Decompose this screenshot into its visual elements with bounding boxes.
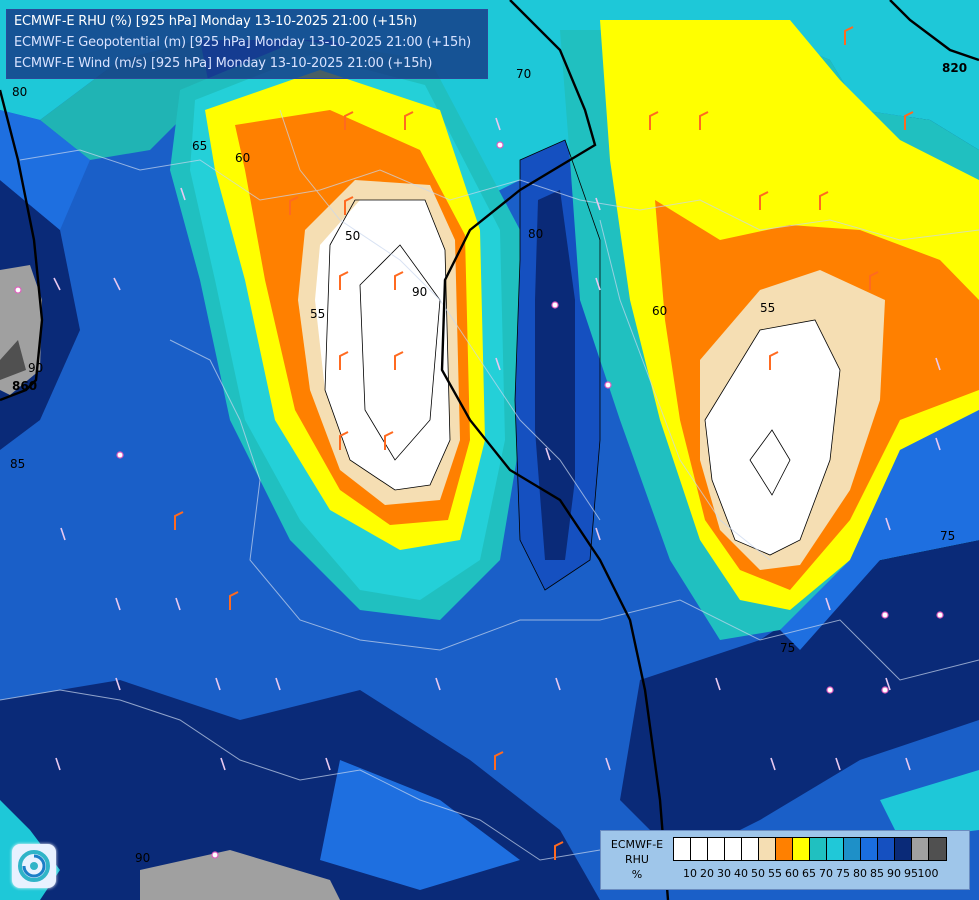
legend-variable: RHU (625, 853, 649, 866)
wind-barbs-orange (174, 26, 914, 860)
legend-tick: 90 (887, 867, 901, 880)
legend-title: ECMWF-E RHU % (605, 837, 669, 882)
legend-swatch (895, 838, 912, 860)
map-title-box: ECMWF-E RHU (%) [925 hPa] Monday 13-10-2… (6, 9, 488, 79)
title-wind: ECMWF-E Wind (m/s) [925 hPa] Monday 13-1… (14, 56, 433, 71)
legend-color-scale (673, 837, 947, 861)
rhu-area-white-east-plume (705, 320, 840, 555)
title-rhu: ECMWF-E RHU (%) [925 hPa] Monday 13-10-2… (14, 14, 417, 29)
legend-tick: 20 (700, 867, 714, 880)
legend-swatch (742, 838, 759, 860)
legend-tick: 10 (683, 867, 697, 880)
legend-tick: 60 (785, 867, 799, 880)
rhu-area-navy-southeast (620, 540, 979, 860)
legend-swatch (878, 838, 895, 860)
legend-tick: 70 (819, 867, 833, 880)
rhu-area-mid-blue-east (780, 410, 979, 650)
legend-swatch (674, 838, 691, 860)
legend-tick: 40 (734, 867, 748, 880)
legend-swatch (759, 838, 776, 860)
legend-swatch (776, 838, 793, 860)
legend-tick: 50 (751, 867, 765, 880)
rhu-area-mid-blue-south (320, 760, 520, 890)
legend-swatch (929, 838, 946, 860)
wind-barbs-light (53, 117, 941, 771)
rhu-area-blue-northwest (0, 110, 90, 230)
legend-swatch (844, 838, 861, 860)
legend-tick: 85 (870, 867, 884, 880)
rhu-area-cyan-north (0, 0, 979, 200)
legend-swatch (861, 838, 878, 860)
rhu-area-grey-south (140, 850, 340, 900)
rhu-area-cyan-southeast (880, 770, 979, 840)
legend-model: ECMWF-E (610, 838, 664, 851)
legend-tick: 100 (917, 867, 939, 880)
legend-swatch (810, 838, 827, 860)
legend-swatch (827, 838, 844, 860)
legend-tick: 95 (904, 867, 918, 880)
legend-swatch (725, 838, 742, 860)
legend-tick: 65 (802, 867, 816, 880)
legend-tick: 80 (853, 867, 867, 880)
legend-tick: 75 (836, 867, 850, 880)
rhu-area-white-west-plume (315, 200, 450, 490)
legend-swatch (708, 838, 725, 860)
legend-swatch (912, 838, 929, 860)
rhu-area-darkgrey-west (0, 340, 26, 380)
country-borders (0, 109, 979, 861)
calm-wind-markers (14, 141, 944, 859)
ecmwf-logo-icon (12, 844, 56, 888)
rhu-legend: ECMWF-E RHU % 10 20 30 40 50 55 60 65 70 75 80 85 90… (600, 830, 970, 890)
legend-tick: 30 (717, 867, 731, 880)
legend-swatch (793, 838, 810, 860)
rhu-contour-lines (324, 139, 841, 591)
legend-unit: % (631, 868, 643, 881)
title-geopotential: ECMWF-E Geopotential (m) [925 hPa] Monda… (14, 35, 472, 50)
legend-swatch (691, 838, 708, 860)
legend-tick: 55 (768, 867, 782, 880)
